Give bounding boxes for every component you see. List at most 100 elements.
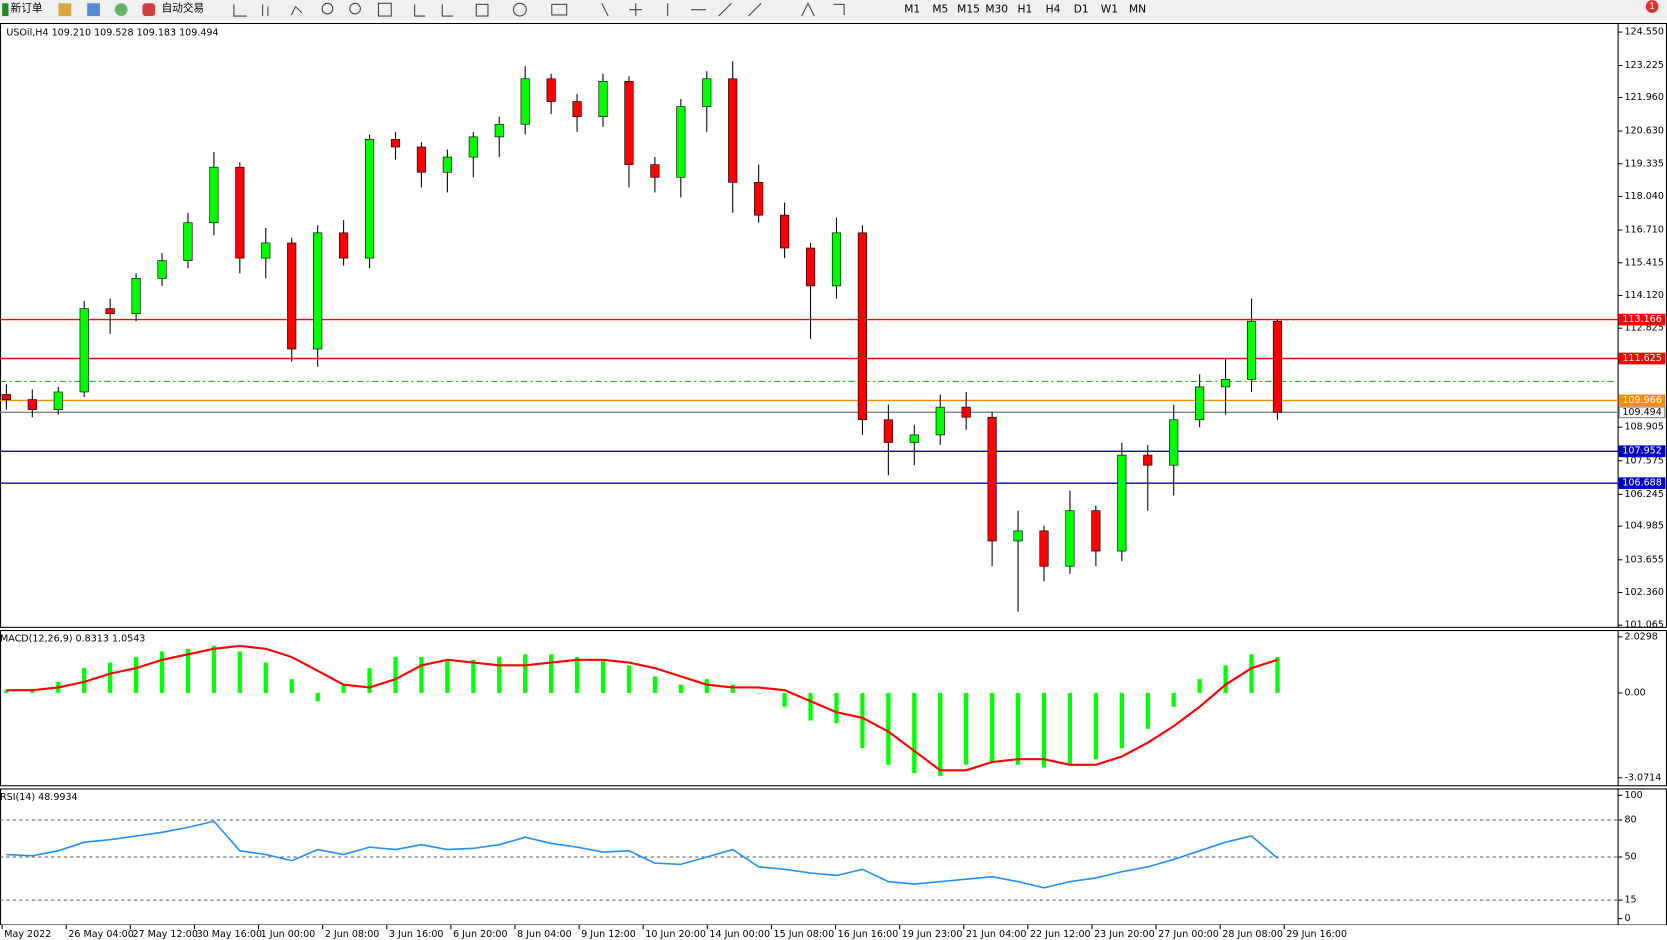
x-tick-label: 19 Jun 23:00 — [902, 929, 963, 940]
candle-body — [702, 78, 712, 107]
x-tick-label: 10 Jun 20:00 — [645, 929, 706, 940]
macd-bar — [1041, 692, 1047, 768]
y-tick-label: 2.0298 — [1624, 631, 1657, 642]
candle-body — [598, 80, 608, 117]
candle-body — [805, 247, 816, 287]
macd-bar — [808, 692, 813, 721]
candle-body — [287, 242, 297, 350]
timeframe-button[interactable]: W1 — [1101, 3, 1118, 16]
toolbar: 新订单 自动交易 M1 M5 M15 M30 H1 H4 D1 W1 MN 1 — [0, 0, 1667, 21]
y-tick-label: 0 — [1624, 913, 1630, 924]
candle-body — [1195, 386, 1205, 421]
timeframe-button[interactable]: MN — [1129, 3, 1146, 16]
rsi-line — [6, 820, 1278, 889]
y-tick-label: 15 — [1624, 895, 1636, 906]
timeframe-button[interactable]: M5 — [932, 3, 948, 16]
indicator-title: RSI(14) 48.9934 — [0, 792, 78, 803]
macd-bar — [1197, 679, 1202, 693]
timeframe-button[interactable]: D1 — [1074, 3, 1089, 16]
icon[interactable] — [142, 3, 156, 17]
candle-body — [520, 78, 530, 125]
macd-bar — [1275, 657, 1280, 693]
candle-body — [650, 164, 660, 178]
candle-body — [1039, 530, 1049, 567]
notification-badge[interactable] — [1645, 0, 1659, 13]
auto-trading-button[interactable]: 自动交易 — [162, 2, 205, 15]
y-tick-label: 118.040 — [1624, 191, 1663, 202]
y-tick-label: 114.120 — [1624, 290, 1663, 301]
macd-bar — [704, 679, 709, 693]
icon[interactable] — [114, 3, 128, 17]
y-tick-label: 103.655 — [1624, 554, 1663, 565]
time-axis — [0, 925, 1667, 940]
macd-bar — [756, 692, 761, 694]
candle-body — [909, 434, 919, 443]
macd-bar — [886, 692, 891, 765]
macd-signal — [6, 644, 1278, 772]
macd-bar — [419, 657, 424, 693]
y-tick-label: -3.0714 — [1624, 772, 1661, 783]
candle-body — [339, 232, 349, 259]
macd-bar — [678, 684, 683, 693]
y-tick-label: 121.960 — [1624, 92, 1663, 103]
x-tick-label: 16 Jun 16:00 — [838, 929, 899, 940]
candle-body — [728, 78, 738, 183]
indicator-title: MACD(12,26,9) 0.8313 1.0543 — [0, 634, 145, 645]
candle-body — [1143, 454, 1153, 466]
y-tick-label: 80 — [1624, 815, 1636, 826]
candle-body — [961, 406, 971, 418]
candle-body — [1117, 454, 1127, 552]
y-tick-label: 123.225 — [1624, 60, 1663, 71]
macd-bar — [523, 654, 528, 693]
candle-body — [935, 406, 945, 436]
tool-icons[interactable] — [233, 2, 845, 17]
candle-body — [416, 146, 426, 173]
candle-body — [1169, 419, 1179, 466]
macd-bar — [445, 659, 450, 693]
level-label-bg — [1618, 394, 1666, 407]
candle-body — [235, 166, 245, 259]
level-label-bg — [1618, 445, 1666, 458]
x-tick-label: 3 Jun 16:00 — [389, 929, 444, 940]
macd-bar — [367, 668, 372, 693]
timeframe-button[interactable]: H1 — [1017, 3, 1032, 16]
candle-body — [390, 139, 401, 148]
macd-bar — [626, 665, 632, 693]
candle-body — [546, 78, 556, 102]
level-label: 106.688 — [1622, 478, 1661, 489]
macd-bar — [964, 692, 969, 765]
x-tick-label: 28 Jun 08:00 — [1222, 929, 1283, 940]
timeframes[interactable]: M1 M5 M15 M30 H1 H4 D1 W1 MN — [904, 3, 1146, 16]
x-tick-label: 23 Jun 20:00 — [1094, 929, 1155, 940]
level-label: 109.966 — [1622, 395, 1661, 406]
macd-bar — [574, 657, 580, 693]
candle-body — [79, 308, 89, 393]
y-tick-label: 102.360 — [1624, 587, 1663, 598]
macd-bar — [393, 657, 398, 693]
candle-body — [572, 101, 582, 117]
icon[interactable] — [58, 3, 72, 17]
notification-count: 1 — [1649, 2, 1654, 12]
candle-body — [157, 260, 167, 279]
new-order-button[interactable]: 新订单 — [11, 2, 43, 15]
level-label: 107.952 — [1622, 446, 1661, 457]
candle-body — [1013, 530, 1023, 542]
macd-bar — [211, 646, 217, 693]
macd-bar — [730, 684, 735, 693]
macd-bar — [834, 692, 839, 724]
timeframe-button[interactable]: M1 — [904, 3, 920, 16]
timeframe-button[interactable]: H4 — [1046, 3, 1061, 16]
macd-bar — [1119, 692, 1124, 749]
timeframe-button[interactable]: M30 — [985, 3, 1008, 16]
icon[interactable] — [87, 3, 100, 17]
x-tick-label: 29 Jun 16:00 — [1286, 929, 1347, 940]
x-tick-label: 22 Jun 12:00 — [1030, 929, 1091, 940]
macd-bar — [1223, 665, 1228, 693]
macd-bar — [159, 651, 165, 693]
x-tick-label: May 2022 — [4, 929, 51, 940]
y-tick-label: 116.710 — [1624, 225, 1663, 236]
macd-bar — [1067, 692, 1073, 765]
x-tick-label: 26 May 04:00 — [68, 929, 133, 940]
timeframe-button[interactable]: M15 — [957, 3, 980, 16]
